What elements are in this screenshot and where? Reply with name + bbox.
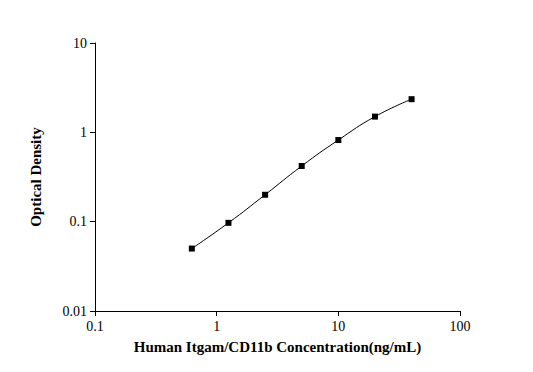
svg-text:0.01: 0.01	[63, 304, 88, 319]
svg-text:10: 10	[73, 36, 87, 51]
svg-text:10: 10	[331, 319, 345, 334]
svg-text:Human Itgam/CD11b Concentratio: Human Itgam/CD11b Concentration(ng/mL)	[134, 339, 422, 356]
svg-text:1: 1	[213, 319, 220, 334]
svg-text:Optical Density: Optical Density	[28, 127, 44, 227]
svg-text:0.1: 0.1	[86, 319, 104, 334]
svg-text:0.1: 0.1	[70, 214, 88, 229]
svg-text:100: 100	[450, 319, 471, 334]
svg-text:1: 1	[80, 125, 87, 140]
